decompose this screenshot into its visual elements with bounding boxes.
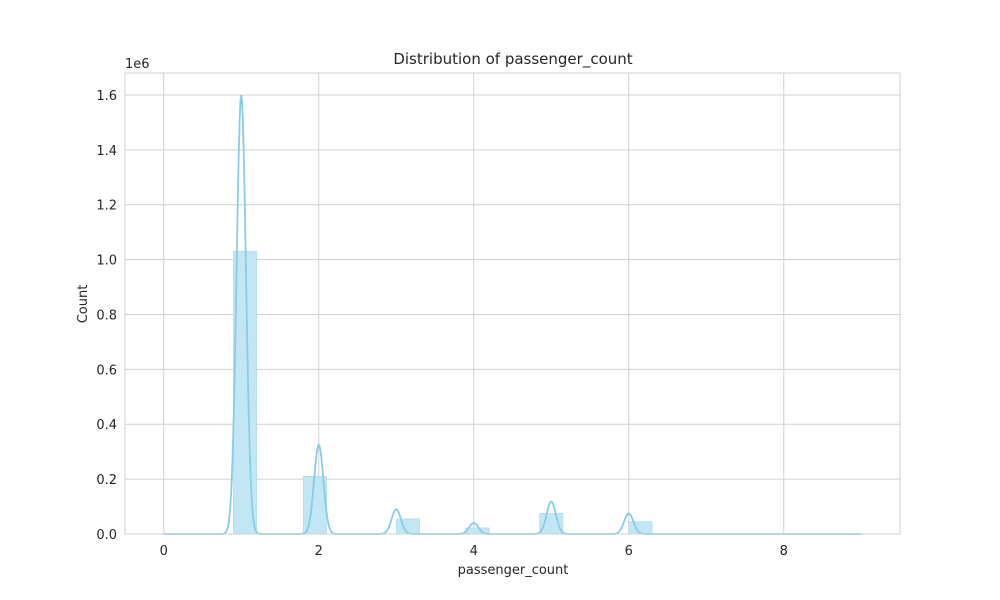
y-tick-label: 0.2 [96,473,117,488]
y-tick-label: 0.6 [96,363,117,378]
y-axis-label: Count [76,285,91,324]
histogram-bar [395,518,420,535]
y-tick-labels: 0.0 0.2 0.4 0.6 0.8 1.0 1.2 1.4 1.6 [96,89,117,543]
x-tick-label: 0 [160,544,168,559]
x-tick-label: 4 [470,544,478,559]
x-tick-label: 2 [315,544,323,559]
y-tick-label: 0.4 [96,418,117,433]
bars-group [233,250,653,535]
x-tick-label: 6 [625,544,633,559]
x-axis-label: passenger_count [458,563,569,578]
histogram-bar [539,513,564,535]
chart-title: Distribution of passenger_count [393,50,632,69]
y-tick-label: 0.8 [96,308,117,323]
plot-frame [124,72,901,535]
y-tick-label: 1.2 [96,199,117,214]
y-offset-label: 1e6 [125,57,150,72]
y-tick-label: 1.6 [96,89,117,104]
y-tick-label: 0.0 [96,528,117,543]
x-tick-labels: 0 2 4 6 8 [160,544,788,559]
x-tick-label: 8 [780,544,788,559]
y-tick-label: 1.0 [96,254,117,269]
y-tick-label: 1.4 [96,144,117,159]
